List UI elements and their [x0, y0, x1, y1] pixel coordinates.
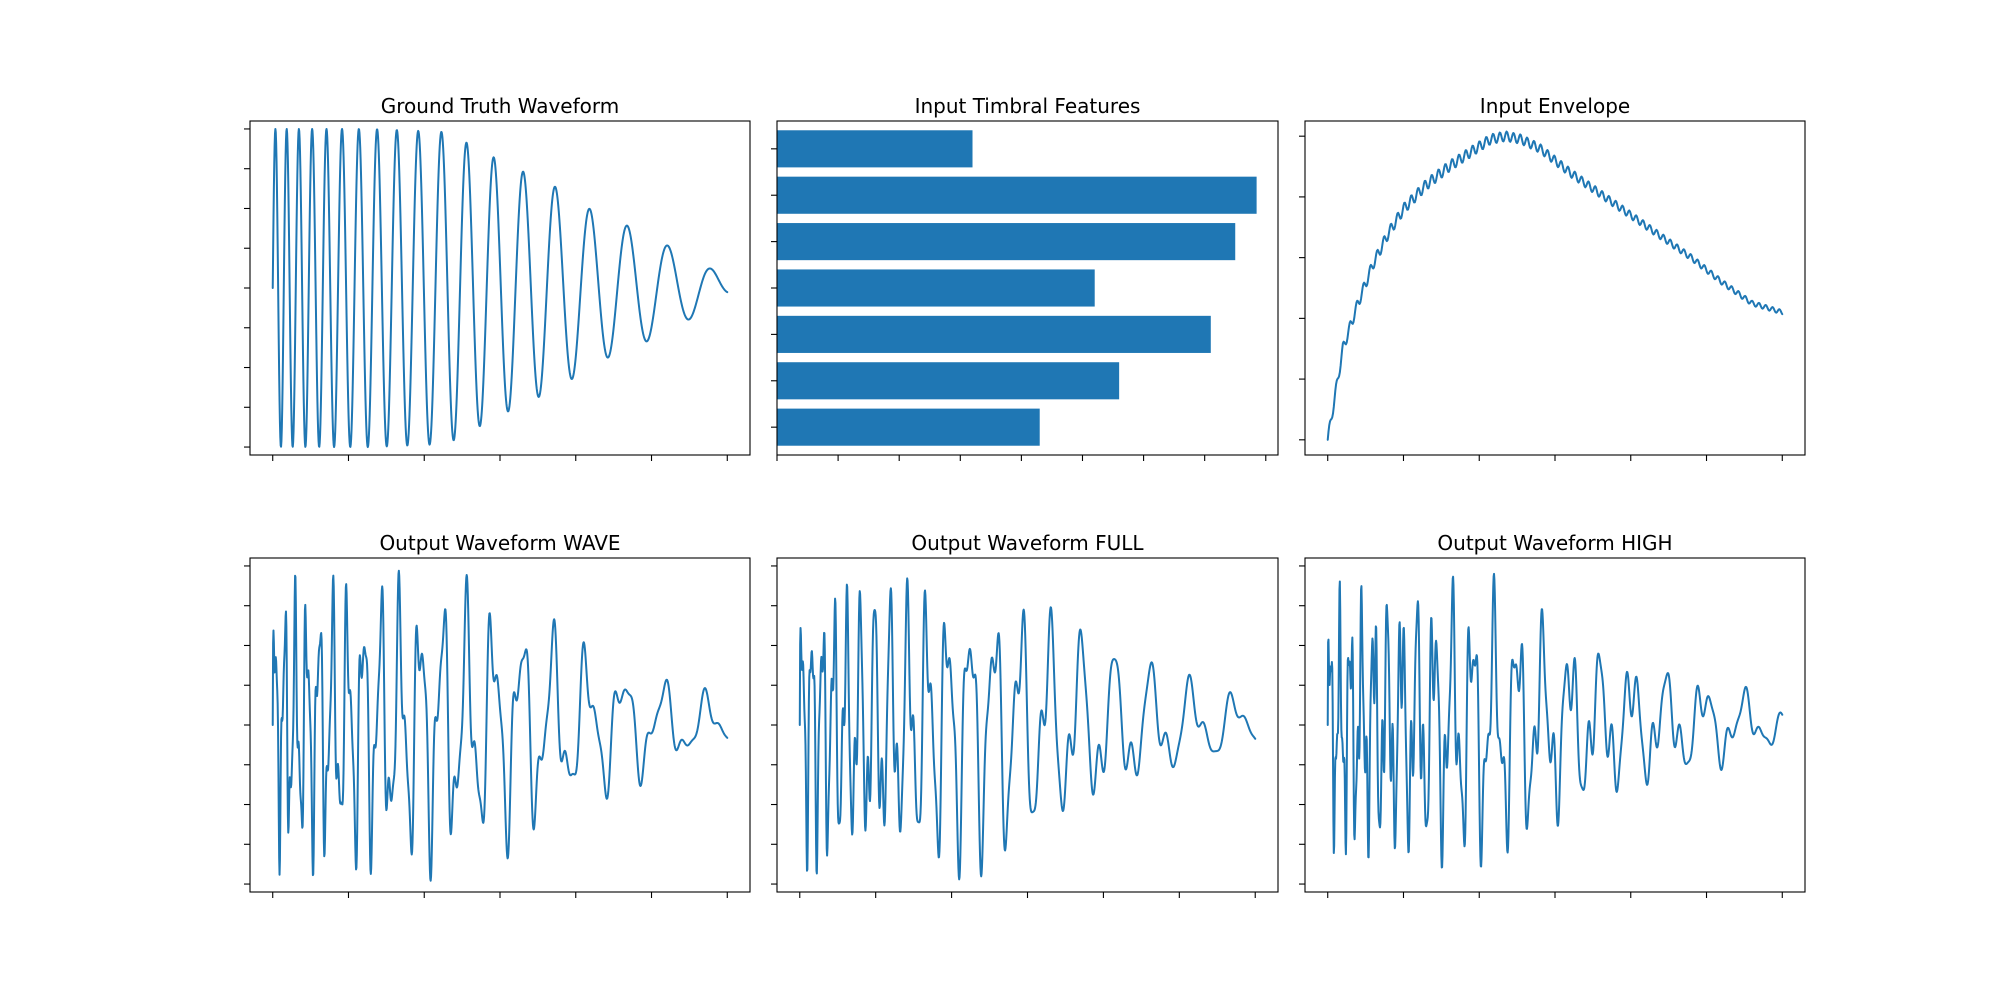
timbral-feature-bar: [777, 269, 1095, 307]
timbral-feature-bar: [777, 315, 1211, 353]
timbral-feature-bar: [777, 130, 973, 168]
output-waveform-high-panel: Output Waveform HIGH: [1299, 531, 1806, 898]
input-timbral-features-panel: Input Timbral Features: [771, 94, 1279, 461]
panel-title: Output Waveform FULL: [911, 531, 1144, 555]
series-line: [271, 569, 729, 882]
panel-title: Ground Truth Waveform: [381, 94, 620, 118]
axes-frame: [1304, 557, 1806, 893]
timbral-feature-bar: [777, 408, 1040, 446]
panel-title: Input Envelope: [1480, 94, 1630, 118]
series-line: [1326, 572, 1784, 869]
panel-title: Output Waveform WAVE: [379, 531, 620, 555]
output-waveform-wave-panel: Output Waveform WAVE: [244, 531, 751, 898]
panel-title: Input Timbral Features: [915, 94, 1141, 118]
series-line: [798, 577, 1257, 881]
panel-title: Output Waveform HIGH: [1437, 531, 1672, 555]
output-waveform-full-panel: Output Waveform FULL: [771, 531, 1279, 898]
series-line: [271, 127, 729, 449]
series-line: [1326, 130, 1784, 441]
timbral-feature-bar: [777, 362, 1120, 400]
ground-truth-waveform-panel: Ground Truth Waveform: [244, 94, 751, 461]
timbral-feature-bar: [777, 223, 1236, 261]
timbral-feature-bar: [777, 176, 1257, 214]
input-envelope-panel: Input Envelope: [1299, 94, 1806, 461]
